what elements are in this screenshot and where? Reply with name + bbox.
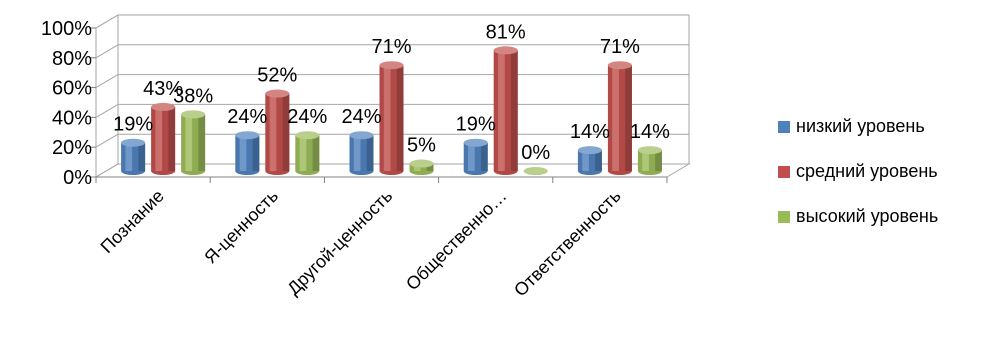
legend-label: низкий уровень (796, 116, 925, 136)
bar-highlight (239, 135, 247, 171)
data-label: 19% (113, 114, 153, 136)
gridline-side (95, 163, 119, 178)
legend: низкий уровень средний уровень высокий уро… (778, 116, 938, 226)
bar-shadow (138, 142, 146, 171)
y-tick-label: 80% (52, 48, 92, 70)
bar-highlight (353, 135, 361, 171)
bar-shadow (655, 150, 662, 171)
bar-highlight (498, 50, 505, 172)
bar-top (523, 167, 548, 175)
bar-shadow (198, 114, 206, 171)
bar-shadow (426, 163, 434, 171)
y-tick-label: 60% (52, 78, 92, 100)
data-label: 24% (227, 106, 267, 128)
y-tick-label: 0% (63, 167, 92, 189)
gridline-side (95, 14, 119, 29)
legend-swatch (778, 121, 790, 133)
data-label: 14% (570, 121, 610, 143)
x-tick-label: Общественно… (402, 186, 510, 294)
bar-shadow (312, 135, 320, 171)
bar-top (409, 159, 434, 168)
bar-highlight (125, 142, 133, 171)
data-label: 19% (456, 114, 496, 136)
x-tick-label: Другой-ценность (283, 186, 396, 299)
bar-top (121, 138, 146, 147)
bar-highlight (642, 150, 649, 171)
bar-shadow (480, 142, 488, 171)
bar-highlight (612, 65, 619, 171)
x-tick-label: Ответственность (510, 186, 625, 301)
bar-shadow (510, 50, 518, 172)
data-label: 71% (371, 36, 411, 58)
data-label: 0% (521, 142, 550, 164)
bar-highlight (155, 106, 163, 171)
bar-top (295, 131, 320, 140)
bar-highlight (299, 135, 307, 171)
x-axis-ticks: Познание Я-ценность Другой-ценность Обществ… (95, 176, 668, 301)
y-tick-label: 20% (52, 137, 92, 159)
gridline-side (95, 103, 119, 118)
legend-label: высокий уровень (796, 206, 938, 226)
bar-shadow (252, 135, 260, 171)
data-label: 5% (407, 135, 436, 157)
bar-highlight (269, 93, 277, 171)
legend-swatch (778, 166, 790, 178)
data-label: 24% (287, 106, 327, 128)
bar-top (637, 146, 662, 155)
bars (121, 46, 662, 176)
bar-shadow (366, 135, 374, 171)
bar-top (379, 61, 404, 70)
bar-top (607, 61, 632, 70)
gridline-side (95, 44, 119, 59)
data-label: 14% (630, 121, 670, 143)
data-label: 43% (143, 78, 183, 100)
bar-highlight (582, 150, 589, 171)
bar-top (235, 131, 260, 140)
data-label: 71% (600, 36, 640, 58)
bar-top (151, 102, 176, 111)
data-label: 24% (341, 106, 381, 128)
bar-shadow (595, 150, 602, 171)
data-labels: 19% 43%38% 24% 52% 24% 24% 71% 5% 19% 81% 0% 14% 71%… (113, 21, 670, 164)
bar-shadow (625, 65, 632, 171)
bar-top (463, 138, 488, 147)
legend-label: средний уровень (796, 161, 938, 181)
bar-top (493, 46, 518, 55)
bar-highlight (185, 114, 193, 171)
bar-highlight (383, 65, 391, 171)
bar-top (265, 89, 290, 98)
bar-highlight (468, 142, 475, 171)
y-tick-label: 100% (41, 18, 92, 40)
bar-shadow (168, 106, 176, 171)
bar-top (181, 110, 206, 119)
data-label: 38% (173, 85, 213, 107)
x-tick-label: Познание (97, 186, 168, 257)
x-tick-label: Я-ценность (200, 186, 282, 268)
bar-top (577, 146, 602, 155)
data-label: 52% (257, 65, 297, 87)
y-axis-ticks: 0% 20% 40% 60% 80% 100% (41, 18, 96, 189)
side-wall (95, 14, 119, 178)
gridline-side (95, 74, 119, 89)
data-label: 81% (486, 21, 526, 43)
bar-top (349, 131, 374, 140)
gridline-side (95, 133, 119, 148)
bar-shadow (396, 65, 404, 171)
y-tick-label: 40% (52, 107, 92, 129)
bar-shadow (282, 93, 290, 171)
legend-swatch (778, 211, 790, 223)
